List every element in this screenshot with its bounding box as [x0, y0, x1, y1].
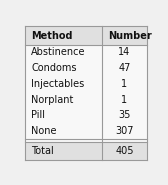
- Text: None: None: [31, 126, 57, 136]
- Text: 1: 1: [121, 95, 128, 105]
- Text: Injectables: Injectables: [31, 79, 85, 89]
- Bar: [25, 26, 147, 45]
- Text: 307: 307: [115, 126, 134, 136]
- Text: Pill: Pill: [31, 110, 45, 120]
- Text: 1: 1: [121, 79, 128, 89]
- Text: Condoms: Condoms: [31, 63, 77, 73]
- Text: Method: Method: [31, 31, 73, 41]
- Text: 47: 47: [118, 63, 131, 73]
- Text: Abstinence: Abstinence: [31, 47, 86, 57]
- Text: Total: Total: [31, 146, 54, 156]
- Text: 35: 35: [118, 110, 131, 120]
- Bar: [25, 142, 147, 160]
- Text: 14: 14: [118, 47, 131, 57]
- Text: Norplant: Norplant: [31, 95, 74, 105]
- Text: Number: Number: [108, 31, 152, 41]
- Text: 405: 405: [115, 146, 134, 156]
